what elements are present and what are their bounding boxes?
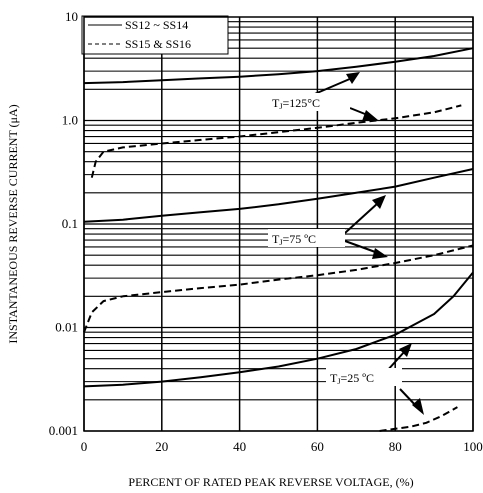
label-75-bg [268,229,345,247]
arrow-25-solid-head [399,343,412,357]
series-ss12-ss14-75c [83,168,474,223]
y-tick-label: 1.0 [62,113,78,128]
series-lines [83,47,474,432]
label-75c-sub: J [279,238,282,247]
x-axis-label: PERCENT OF RATED PEAK REVERSE VOLTAGE, (… [128,475,413,489]
label-25c: TJ=25 ºC [330,371,374,386]
y-axis-label: INSTANTANEOUS REVERSE CURRENT (μA) [6,104,20,343]
series-ss15-ss16-125c [90,104,462,178]
x-tick-label: 0 [81,439,88,454]
arrow-75-dashed [344,240,379,254]
arrow-75-solid [344,202,379,234]
legend-label-ss12-ss14: SS12 ~ SS14 [125,18,188,32]
arrow-75-dashed-head [372,248,388,259]
label-125c: TJ=125°C [272,96,320,111]
x-tick-label: 100 [463,439,483,454]
y-tick-label: 0.001 [49,423,78,438]
label-25-bg [326,368,402,386]
label-75c: TJ=75 ºC [272,232,316,247]
temperature-labels: TJ=125°C TJ=75 ºC TJ=25 ºC [268,93,402,386]
tick-labels: 0 20 40 60 80 100 0.001 0.01 0.1 1.0 10 [49,9,483,454]
x-tick-label: 20 [155,439,168,454]
plot-frame [83,16,474,432]
grid [83,17,474,432]
arrow-25-dashed-head [412,398,424,415]
label-125c-text: =125°C [282,96,320,110]
y-tick-label: 0.1 [62,216,78,231]
label-25c-sub: J [337,377,340,386]
legend-label-ss15-ss16: SS15 & SS16 [125,37,191,51]
arrow-75-solid-head [372,195,386,209]
series-ss12-ss14-25c [83,271,474,388]
label-25c-text: =25 ºC [340,371,374,385]
y-tick-label: 10 [65,9,78,24]
label-125c-sub: J [279,102,282,111]
label-125-bg [268,93,350,111]
y-tick-label: 0.01 [55,320,78,335]
series-ss12-ss14-125c [83,47,474,85]
label-75c-text: =75 ºC [282,232,316,246]
arrow-125-dashed-head [362,110,378,121]
x-tick-label: 60 [311,439,324,454]
legend: SS12 ~ SS14 SS15 & SS16 [81,15,229,55]
legend-box [81,15,229,55]
series-ss15-ss16-75c [83,244,474,333]
series-ss15-ss16-25c [379,406,458,432]
x-tick-label: 40 [233,439,246,454]
arrow-125-solid-head [346,72,360,84]
x-tick-label: 80 [389,439,402,454]
